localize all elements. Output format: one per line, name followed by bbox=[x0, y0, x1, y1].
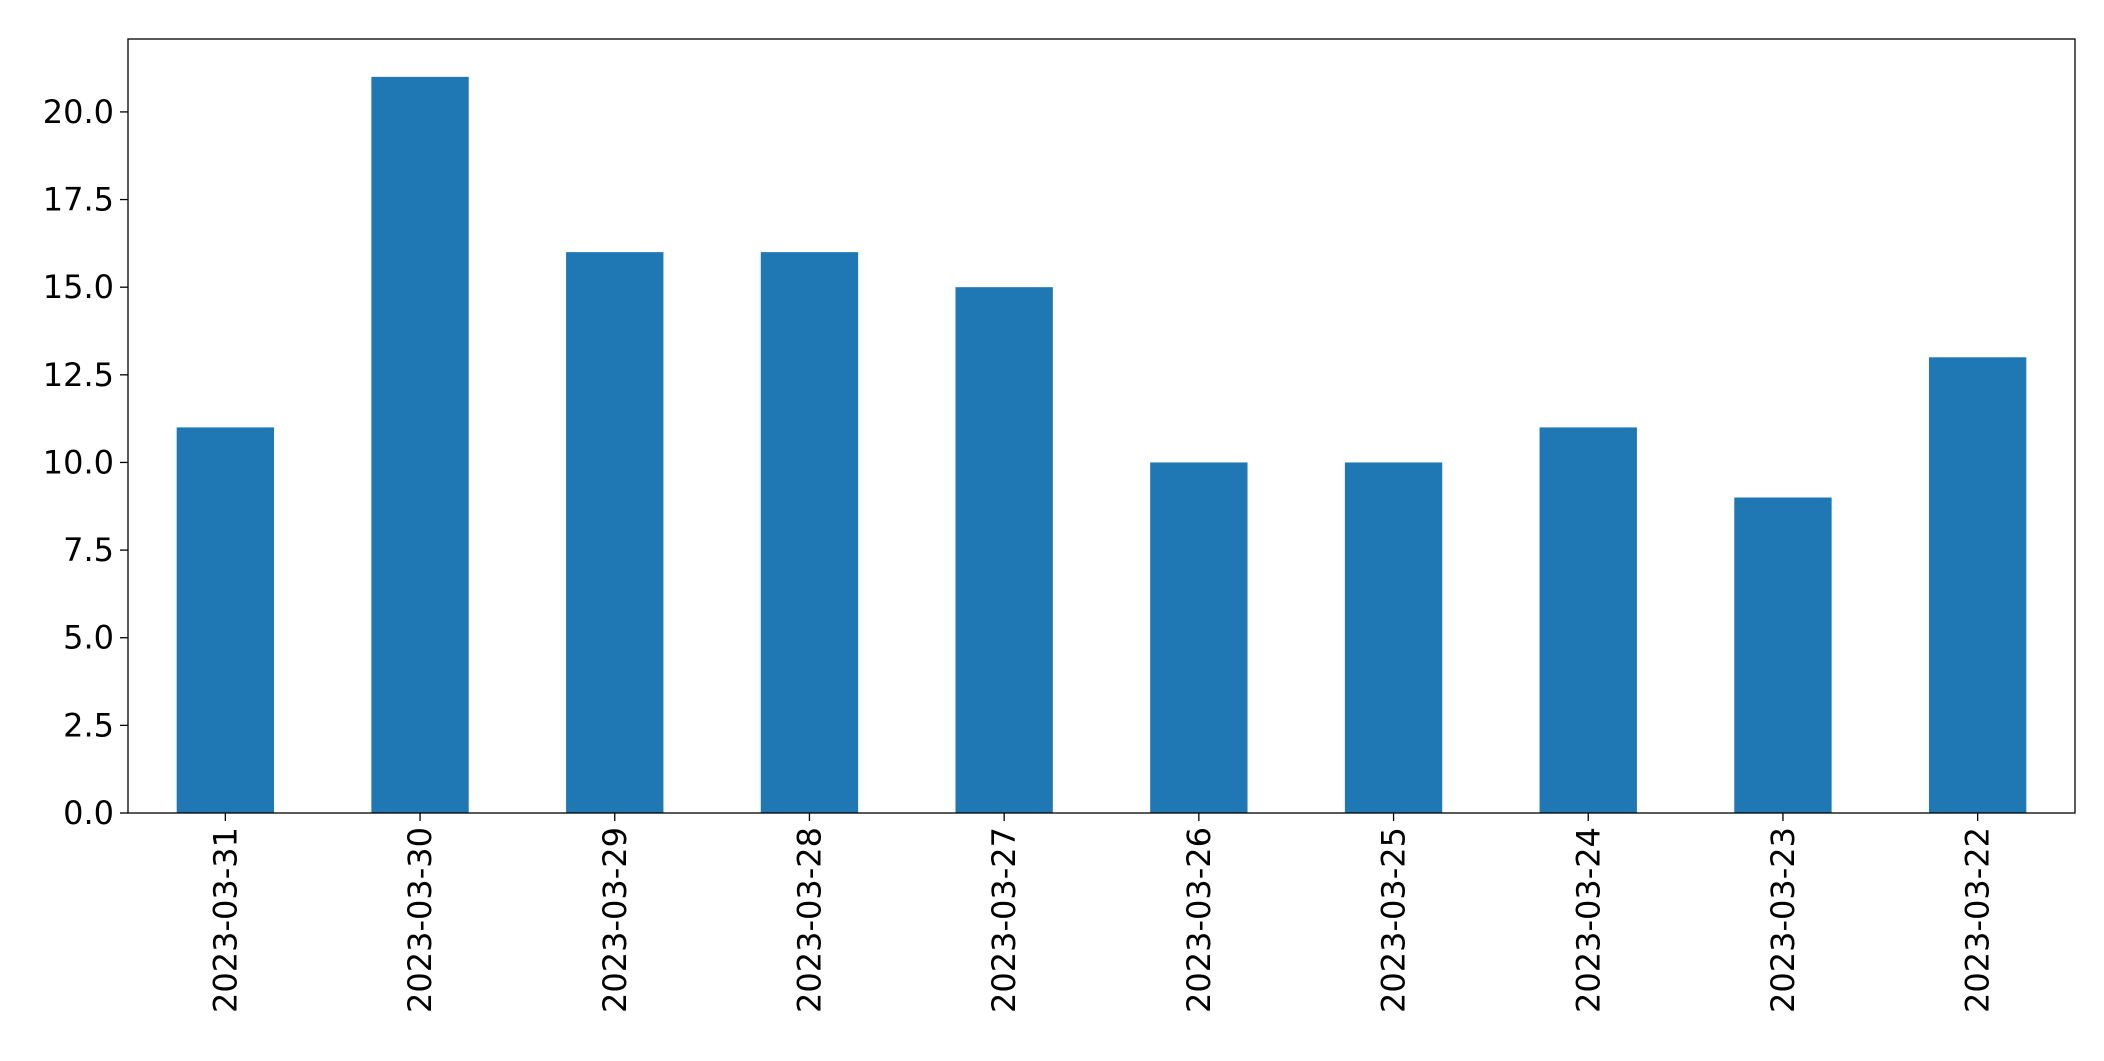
x-tick-label: 2023-03-31 bbox=[206, 827, 244, 1013]
bar bbox=[1734, 497, 1832, 813]
bar bbox=[1928, 357, 2027, 813]
y-tick-label: 7.5 bbox=[63, 531, 114, 569]
y-tick-label: 5.0 bbox=[63, 619, 114, 657]
y-tick-label: 12.5 bbox=[43, 356, 114, 394]
bar bbox=[176, 427, 275, 813]
bar bbox=[1150, 462, 1248, 813]
x-tick-label: 2023-03-22 bbox=[1959, 827, 1997, 1013]
x-tick-label: 2023-03-23 bbox=[1764, 827, 1802, 1013]
x-tick-label: 2023-03-28 bbox=[790, 827, 828, 1013]
x-tick-label: 2023-03-30 bbox=[401, 827, 439, 1013]
y-tick-label: 17.5 bbox=[43, 181, 114, 219]
plot-frame bbox=[127, 38, 2076, 814]
bar bbox=[1344, 462, 1443, 813]
bar bbox=[1539, 427, 1637, 813]
x-tick-label: 2023-03-29 bbox=[596, 827, 634, 1013]
x-tick-label: 2023-03-24 bbox=[1569, 827, 1607, 1013]
y-tick-label: 10.0 bbox=[43, 443, 114, 481]
bar bbox=[371, 76, 469, 813]
y-tick-label: 20.0 bbox=[43, 93, 114, 131]
x-tick-label: 2023-03-25 bbox=[1375, 827, 1413, 1013]
x-tick-label: 2023-03-27 bbox=[985, 827, 1023, 1013]
bar bbox=[955, 287, 1053, 813]
y-tick-label: 2.5 bbox=[63, 706, 114, 744]
bar bbox=[566, 252, 664, 813]
y-tick-label: 15.0 bbox=[43, 268, 114, 306]
y-tick-label: 0.0 bbox=[63, 794, 114, 832]
x-tick-label: 2023-03-26 bbox=[1180, 827, 1218, 1013]
bar bbox=[760, 252, 859, 813]
